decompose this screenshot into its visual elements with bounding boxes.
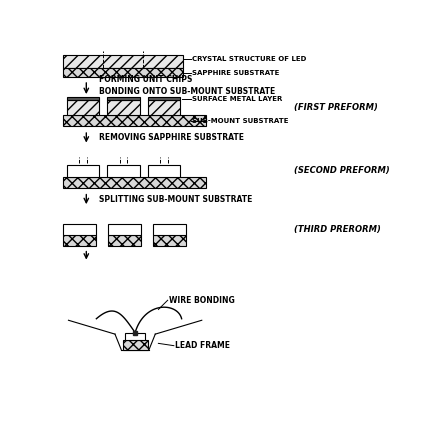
- Text: SUB-MOUNT SUBSTRATE: SUB-MOUNT SUBSTRATE: [193, 118, 289, 124]
- Bar: [63, 177, 206, 188]
- Text: LEAD FRAME: LEAD FRAME: [175, 341, 230, 350]
- Bar: [67, 100, 99, 115]
- Text: (FIRST PREFORM): (FIRST PREFORM): [294, 103, 378, 112]
- Bar: [108, 235, 141, 246]
- Bar: [63, 115, 206, 126]
- Text: SAPPHIRE SUBSTRATE: SAPPHIRE SUBSTRATE: [193, 70, 280, 76]
- Bar: [107, 100, 140, 115]
- Bar: [153, 235, 185, 246]
- Text: CRYSTAL STRUCTURE OF LED: CRYSTAL STRUCTURE OF LED: [193, 56, 307, 62]
- Text: SPLITTING SUB-MOUNT SUBSTRATE: SPLITTING SUB-MOUNT SUBSTRATE: [99, 195, 252, 204]
- Bar: [107, 97, 140, 100]
- Text: FORMING UNIT CHIPS
BONDING ONTO SUB-MOUNT SUBSTRATE: FORMING UNIT CHIPS BONDING ONTO SUB-MOUN…: [99, 75, 275, 96]
- Text: (THIRD PRERORM): (THIRD PRERORM): [294, 225, 381, 234]
- Bar: [67, 97, 99, 100]
- Bar: [147, 97, 180, 100]
- Text: (SECOND PREFORM): (SECOND PREFORM): [294, 166, 390, 176]
- Bar: [107, 165, 140, 177]
- Bar: [63, 55, 183, 69]
- Bar: [63, 69, 183, 77]
- Bar: [147, 165, 180, 177]
- Bar: [125, 332, 145, 340]
- Bar: [108, 224, 141, 235]
- Bar: [63, 224, 95, 235]
- Bar: [147, 100, 180, 115]
- Text: REMOVING SAPPHIRE SUBSTRATE: REMOVING SAPPHIRE SUBSTRATE: [99, 133, 244, 142]
- Bar: [67, 165, 99, 177]
- Text: WIRE BONDING: WIRE BONDING: [169, 296, 235, 305]
- Bar: [153, 224, 185, 235]
- Text: SURFACE METAL LAYER: SURFACE METAL LAYER: [193, 96, 283, 102]
- Bar: [63, 235, 95, 246]
- Bar: [123, 340, 147, 349]
